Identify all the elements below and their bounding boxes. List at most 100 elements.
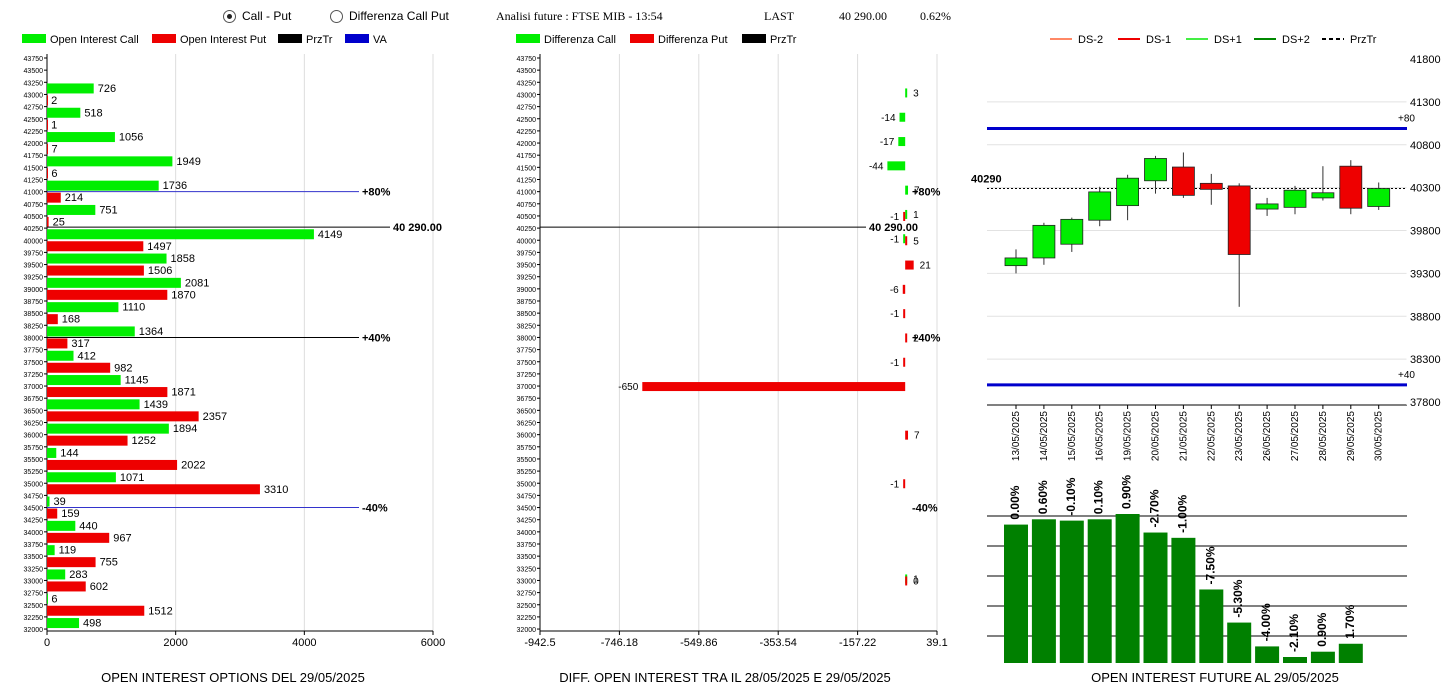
oi-level-label: +80% — [362, 187, 391, 199]
future-bar — [1004, 524, 1028, 663]
diff-ytick-label: 34250 — [517, 518, 537, 525]
diff-put-value: -650 — [618, 382, 638, 393]
last-label: LAST — [764, 9, 794, 23]
diff-put-bar — [905, 260, 914, 270]
oi-legend-label-3: VA — [373, 34, 388, 46]
diff-put-bar — [903, 309, 906, 319]
oi-call-bar — [47, 520, 76, 531]
diff-ytick-label: 41000 — [517, 190, 537, 197]
diff-ytick-label: 32000 — [517, 627, 537, 634]
radio-differenza[interactable]: Differenza Call Put — [330, 9, 449, 23]
radio-call-put[interactable]: Call - Put — [223, 9, 291, 23]
diff-call-value: -1 — [890, 234, 899, 245]
oi-ytick-label: 43000 — [24, 92, 44, 99]
diff-ytick-label: 34000 — [517, 530, 537, 537]
candle-ytick-label: 38300 — [1410, 354, 1441, 366]
diff-ytick-label: 36750 — [517, 396, 537, 403]
oi-put-bar — [47, 532, 110, 543]
candle-date-label: 23/05/2025 — [1234, 411, 1245, 461]
oi-xtick-label: 6000 — [421, 637, 445, 649]
oi-put-value: 755 — [100, 557, 118, 569]
future-bar — [1283, 657, 1307, 663]
oi-call-value: 440 — [79, 520, 97, 532]
oi-ytick-label: 37000 — [24, 384, 44, 391]
diff-call-value: -14 — [881, 113, 896, 124]
diff-legend-swatch-2 — [742, 34, 766, 43]
oi-call-value: 4149 — [318, 229, 342, 241]
oi-put-value: 1506 — [148, 265, 172, 277]
radio-selected-icon — [223, 9, 236, 23]
diff-ytick-label: 39500 — [517, 263, 537, 270]
candle-up — [1311, 192, 1335, 199]
oi-ytick-label: 36000 — [24, 433, 44, 440]
oi-call-bar — [47, 350, 74, 361]
diff-call-value: 7 — [914, 186, 920, 197]
oi-put-bar — [47, 411, 199, 422]
oi-call-bar — [47, 326, 135, 337]
oi-ytick-label: 39750 — [24, 250, 44, 257]
diff-ytick-label: 37500 — [517, 360, 537, 367]
future-bar-label: 0.10% — [1092, 480, 1106, 514]
candle-down — [1339, 165, 1363, 209]
diff-put-bar — [903, 211, 906, 221]
oi-put-bar — [47, 435, 128, 446]
diff-ytick-label: 42750 — [517, 105, 537, 112]
oi-call-value: 39 — [54, 496, 66, 508]
diff-xtick-label: 39.1 — [926, 637, 947, 649]
oi-put-bar — [47, 241, 144, 252]
oi-ytick-label: 34000 — [24, 530, 44, 537]
diff-put-bar — [902, 284, 906, 294]
diff-put-bar — [905, 576, 908, 586]
oi-call-bar — [47, 277, 181, 288]
oi-legend-swatch-2 — [278, 34, 302, 43]
candle-date-label: 28/05/2025 — [1318, 411, 1329, 461]
diff-legend-label-2: PrzTr — [770, 34, 797, 46]
oi-put-bar — [47, 508, 58, 519]
diff-chart-title: DIFF. OPEN INTEREST TRA IL 28/05/2025 E … — [559, 670, 890, 685]
oi-put-value: 2022 — [181, 459, 205, 471]
diff-call-bar — [905, 185, 909, 195]
oi-ytick-label: 40500 — [24, 214, 44, 221]
oi-call-value: 726 — [98, 83, 116, 95]
page-title: Analisi future : FTSE MIB - 13:54 — [496, 9, 663, 23]
oi-legend-label-0: Open Interest Call — [50, 34, 139, 46]
oi-call-value: 1439 — [144, 399, 168, 411]
diff-ytick-label: 37000 — [517, 384, 537, 391]
oi-ytick-label: 41250 — [24, 178, 44, 185]
oi-ytick-label: 32000 — [24, 627, 44, 634]
candle-legend-label-4: PrzTr — [1350, 34, 1377, 46]
diff-put-bar — [642, 382, 906, 392]
candle-date-label: 20/05/2025 — [1151, 411, 1162, 461]
diff-put-value: -1 — [890, 479, 899, 490]
oi-ytick-label: 35750 — [24, 445, 44, 452]
oi-put-value: 317 — [71, 338, 89, 350]
oi-call-bar — [47, 132, 115, 143]
candle-date-label: 15/05/2025 — [1067, 411, 1078, 461]
diff-ytick-label: 32250 — [517, 615, 537, 622]
oi-legend-swatch-1 — [152, 34, 176, 43]
future-bar-label: -2.70% — [1148, 489, 1162, 527]
diff-call-value: 3 — [913, 88, 919, 99]
candle-level-label: +40 — [1398, 370, 1415, 381]
oi-call-bar — [47, 399, 140, 410]
oi-put-bar — [47, 144, 48, 155]
oi-ytick-label: 42250 — [24, 129, 44, 136]
oi-ytick-label: 39000 — [24, 287, 44, 294]
candle-up — [1116, 177, 1139, 207]
oi-ytick-label: 33500 — [24, 554, 44, 561]
oi-ytick-label: 42500 — [24, 117, 44, 124]
oi-ytick-label: 41750 — [24, 153, 44, 160]
oi-call-value: 518 — [84, 107, 102, 119]
diff-ytick-label: 41750 — [517, 153, 537, 160]
diff-call-value: 1 — [913, 574, 919, 585]
oi-put-value: 602 — [90, 581, 108, 593]
diff-call-bar — [903, 234, 906, 244]
future-bar-label: -7.50% — [1203, 546, 1217, 584]
diff-ytick-label: 33500 — [517, 554, 537, 561]
oi-put-bar — [47, 484, 260, 495]
oi-put-value: 168 — [62, 314, 80, 326]
diff-ytick-label: 43000 — [517, 92, 537, 99]
oi-put-value: 6 — [51, 168, 57, 180]
oi-call-bar — [47, 423, 169, 434]
